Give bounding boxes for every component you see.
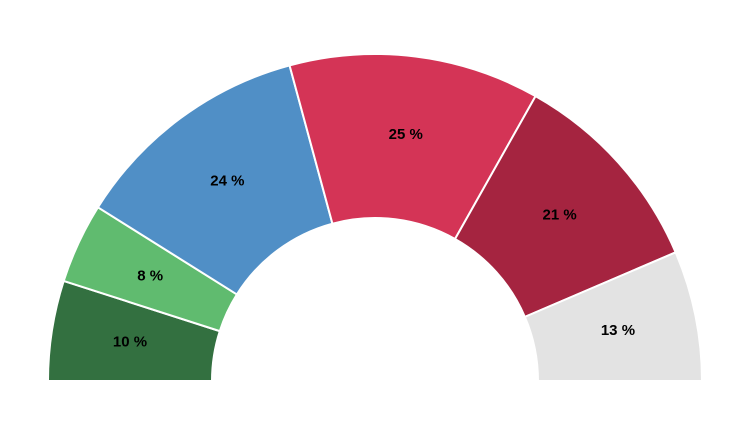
data-label: 8 % [137,267,163,284]
data-label: 24 % [210,173,244,190]
slice [523,251,703,382]
data-label: 25 % [389,126,423,143]
data-label: 10 % [113,334,147,351]
data-label: 13 % [601,322,635,339]
slice [96,64,334,296]
data-label: 21 % [543,206,577,223]
slice [288,53,537,240]
